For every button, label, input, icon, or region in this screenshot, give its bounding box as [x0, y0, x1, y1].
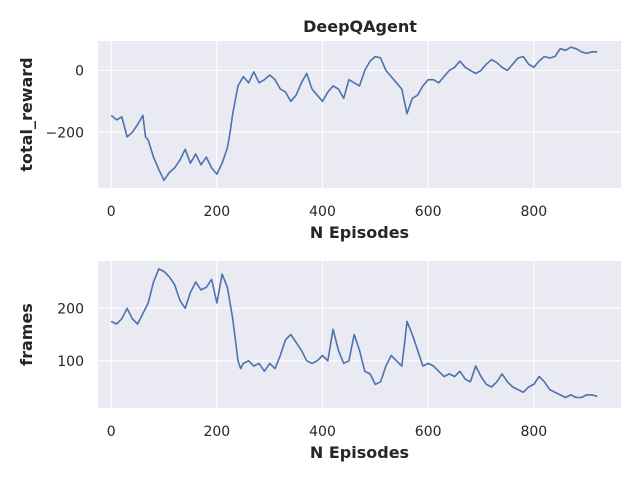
x-tick-label: 400	[309, 424, 336, 440]
x-tick-label: 200	[203, 204, 230, 220]
x-tick-label: 800	[520, 204, 547, 220]
x-tick-label: 600	[415, 204, 442, 220]
x-axis-label: N Episodes	[310, 223, 409, 242]
y-tick-label: 100	[57, 354, 84, 370]
x-tick-label: 400	[309, 204, 336, 220]
x-axis-label: N Episodes	[310, 443, 409, 462]
y-axis-label: frames	[17, 303, 36, 366]
chart-title: DeepQAgent	[303, 17, 417, 36]
y-tick-label: 200	[57, 301, 84, 317]
y-tick-label: 0	[75, 63, 84, 79]
x-tick-label: 800	[520, 424, 547, 440]
plot-area	[98, 261, 621, 408]
x-tick-label: 0	[107, 204, 116, 220]
y-tick-label: −200	[46, 125, 84, 141]
x-tick-label: 600	[415, 424, 442, 440]
y-axis-label: total_reward	[17, 57, 36, 171]
series-line	[110, 46, 598, 182]
x-tick-label: 0	[107, 424, 116, 440]
subplot-frames: 0 200 400 600 800 100 200 N Episodes frames	[17, 261, 621, 462]
subplot-total-reward: 0 200 400 600 800 −200 0 N Episodes total_reward	[17, 41, 621, 242]
x-tick-label: 200	[203, 424, 230, 440]
series-line	[110, 268, 598, 399]
